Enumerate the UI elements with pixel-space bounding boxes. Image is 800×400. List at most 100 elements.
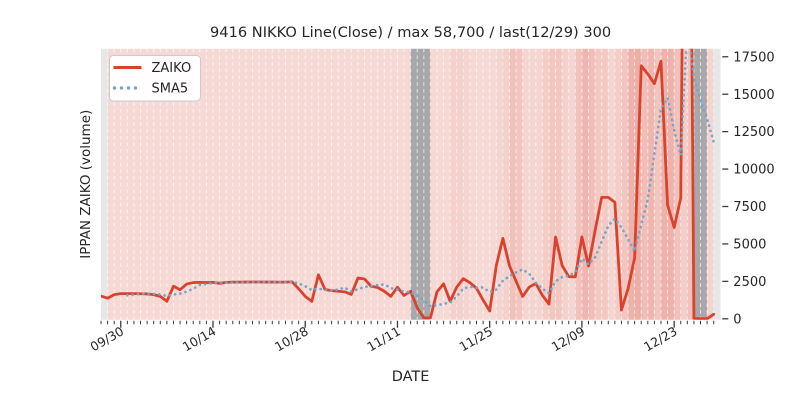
heat-band bbox=[509, 48, 517, 320]
heat-band bbox=[522, 48, 530, 320]
heat-band bbox=[562, 48, 570, 320]
heat-band bbox=[581, 48, 589, 320]
heat-band bbox=[239, 48, 247, 320]
heat-band bbox=[344, 48, 352, 320]
heat-band bbox=[324, 48, 332, 320]
heat-band bbox=[390, 48, 398, 320]
zaiko-line bbox=[101, 48, 716, 320]
heat-band bbox=[568, 48, 576, 320]
heat-band bbox=[384, 48, 392, 320]
y-tick-label-15000: 15000 bbox=[733, 88, 774, 103]
heat-band bbox=[245, 48, 253, 320]
x-axis-label: DATE bbox=[392, 369, 430, 385]
heat-band bbox=[173, 48, 181, 320]
heat-band bbox=[463, 48, 471, 320]
heat-band bbox=[713, 48, 721, 320]
heat-band bbox=[259, 48, 266, 320]
heat-band bbox=[601, 48, 609, 320]
heat-band bbox=[595, 48, 602, 320]
y-tick-label-10000: 10000 bbox=[733, 163, 774, 178]
heat-band bbox=[430, 48, 438, 320]
heat-band bbox=[516, 48, 523, 320]
heat-band bbox=[707, 48, 714, 320]
heat-band bbox=[338, 48, 346, 320]
heat-band bbox=[140, 48, 148, 320]
heat-band bbox=[680, 48, 688, 320]
heat-band bbox=[654, 48, 662, 320]
legend-sma5-dot bbox=[112, 86, 117, 90]
x-tick-label-09/30: 09/30 bbox=[88, 323, 127, 354]
heat-band bbox=[219, 48, 227, 320]
y-tick-label-12500: 12500 bbox=[733, 125, 774, 140]
heat-band bbox=[575, 48, 583, 320]
heat-band bbox=[555, 48, 563, 320]
heat-band bbox=[450, 48, 458, 320]
heat-band bbox=[285, 48, 293, 320]
heat-band bbox=[186, 48, 194, 320]
heat-band bbox=[647, 48, 655, 320]
heat-band bbox=[489, 48, 497, 320]
heat-band bbox=[469, 48, 477, 320]
heat-band bbox=[206, 48, 214, 320]
heat-band bbox=[212, 48, 220, 320]
heat-band bbox=[423, 48, 431, 320]
heat-band bbox=[114, 48, 122, 320]
sma5-dotted-line bbox=[126, 48, 716, 308]
daily-gridlines bbox=[107, 48, 715, 320]
heat-band bbox=[621, 48, 629, 320]
legend: ZAIKO SMA5 bbox=[109, 55, 201, 102]
chart-title: 9416 NIKKO Line(Close) / max 58,700 / la… bbox=[210, 24, 611, 41]
heat-band bbox=[199, 48, 207, 320]
x-tick-label-10/28: 10/28 bbox=[272, 323, 311, 354]
heat-band bbox=[614, 48, 622, 320]
heat-band bbox=[377, 48, 385, 320]
heat-band bbox=[443, 48, 451, 320]
heat-band bbox=[120, 48, 128, 320]
y-axis-tick-labels: 0 2500 5000 7500 10000 12500 15000 17500 bbox=[733, 50, 774, 327]
y-axis-ticks bbox=[722, 56, 729, 320]
heat-band bbox=[292, 48, 299, 320]
x-tick-label-10/14: 10/14 bbox=[180, 323, 219, 354]
heat-band bbox=[476, 48, 484, 320]
heat-band bbox=[101, 48, 108, 320]
heat-band bbox=[417, 48, 425, 320]
heat-band bbox=[364, 48, 372, 320]
legend-sma5-dot bbox=[133, 86, 138, 90]
y-tick-label-0: 0 bbox=[733, 312, 741, 327]
heat-band bbox=[496, 48, 504, 320]
x-tick-label-12/09: 12/09 bbox=[549, 323, 588, 354]
heat-band bbox=[331, 48, 339, 320]
legend-sma5-dot bbox=[126, 86, 131, 90]
x-tick-label-12/23: 12/23 bbox=[641, 323, 680, 354]
heat-band bbox=[252, 48, 260, 320]
heat-band bbox=[693, 48, 701, 320]
heat-band bbox=[529, 48, 537, 320]
heat-band bbox=[502, 48, 510, 320]
heat-band bbox=[147, 48, 155, 320]
heat-band bbox=[700, 48, 708, 320]
heat-band bbox=[535, 48, 543, 320]
x-tick-label-11/11: 11/11 bbox=[364, 323, 403, 354]
heat-band bbox=[357, 48, 365, 320]
heat-band bbox=[628, 48, 635, 320]
heat-band bbox=[351, 48, 359, 320]
heat-band bbox=[226, 48, 234, 320]
x-axis-ticks bbox=[100, 320, 715, 328]
heat-band bbox=[404, 48, 411, 320]
legend-zaiko-label: ZAIKO bbox=[152, 61, 192, 76]
x-tick-label-11/25: 11/25 bbox=[456, 323, 495, 354]
heat-band bbox=[674, 48, 682, 320]
heat-band bbox=[436, 48, 444, 320]
heat-band bbox=[127, 48, 135, 320]
heat-band bbox=[641, 48, 649, 320]
heat-band bbox=[166, 48, 174, 320]
y-tick-label-5000: 5000 bbox=[733, 238, 766, 253]
heat-band bbox=[272, 48, 280, 320]
heat-band bbox=[410, 48, 418, 320]
y-axis-label: IPPAN ZAIKO (volume) bbox=[78, 110, 94, 259]
heat-band bbox=[667, 48, 675, 320]
legend-sma5-label: SMA5 bbox=[152, 82, 189, 97]
heat-band bbox=[397, 48, 405, 320]
heat-band bbox=[608, 48, 616, 320]
